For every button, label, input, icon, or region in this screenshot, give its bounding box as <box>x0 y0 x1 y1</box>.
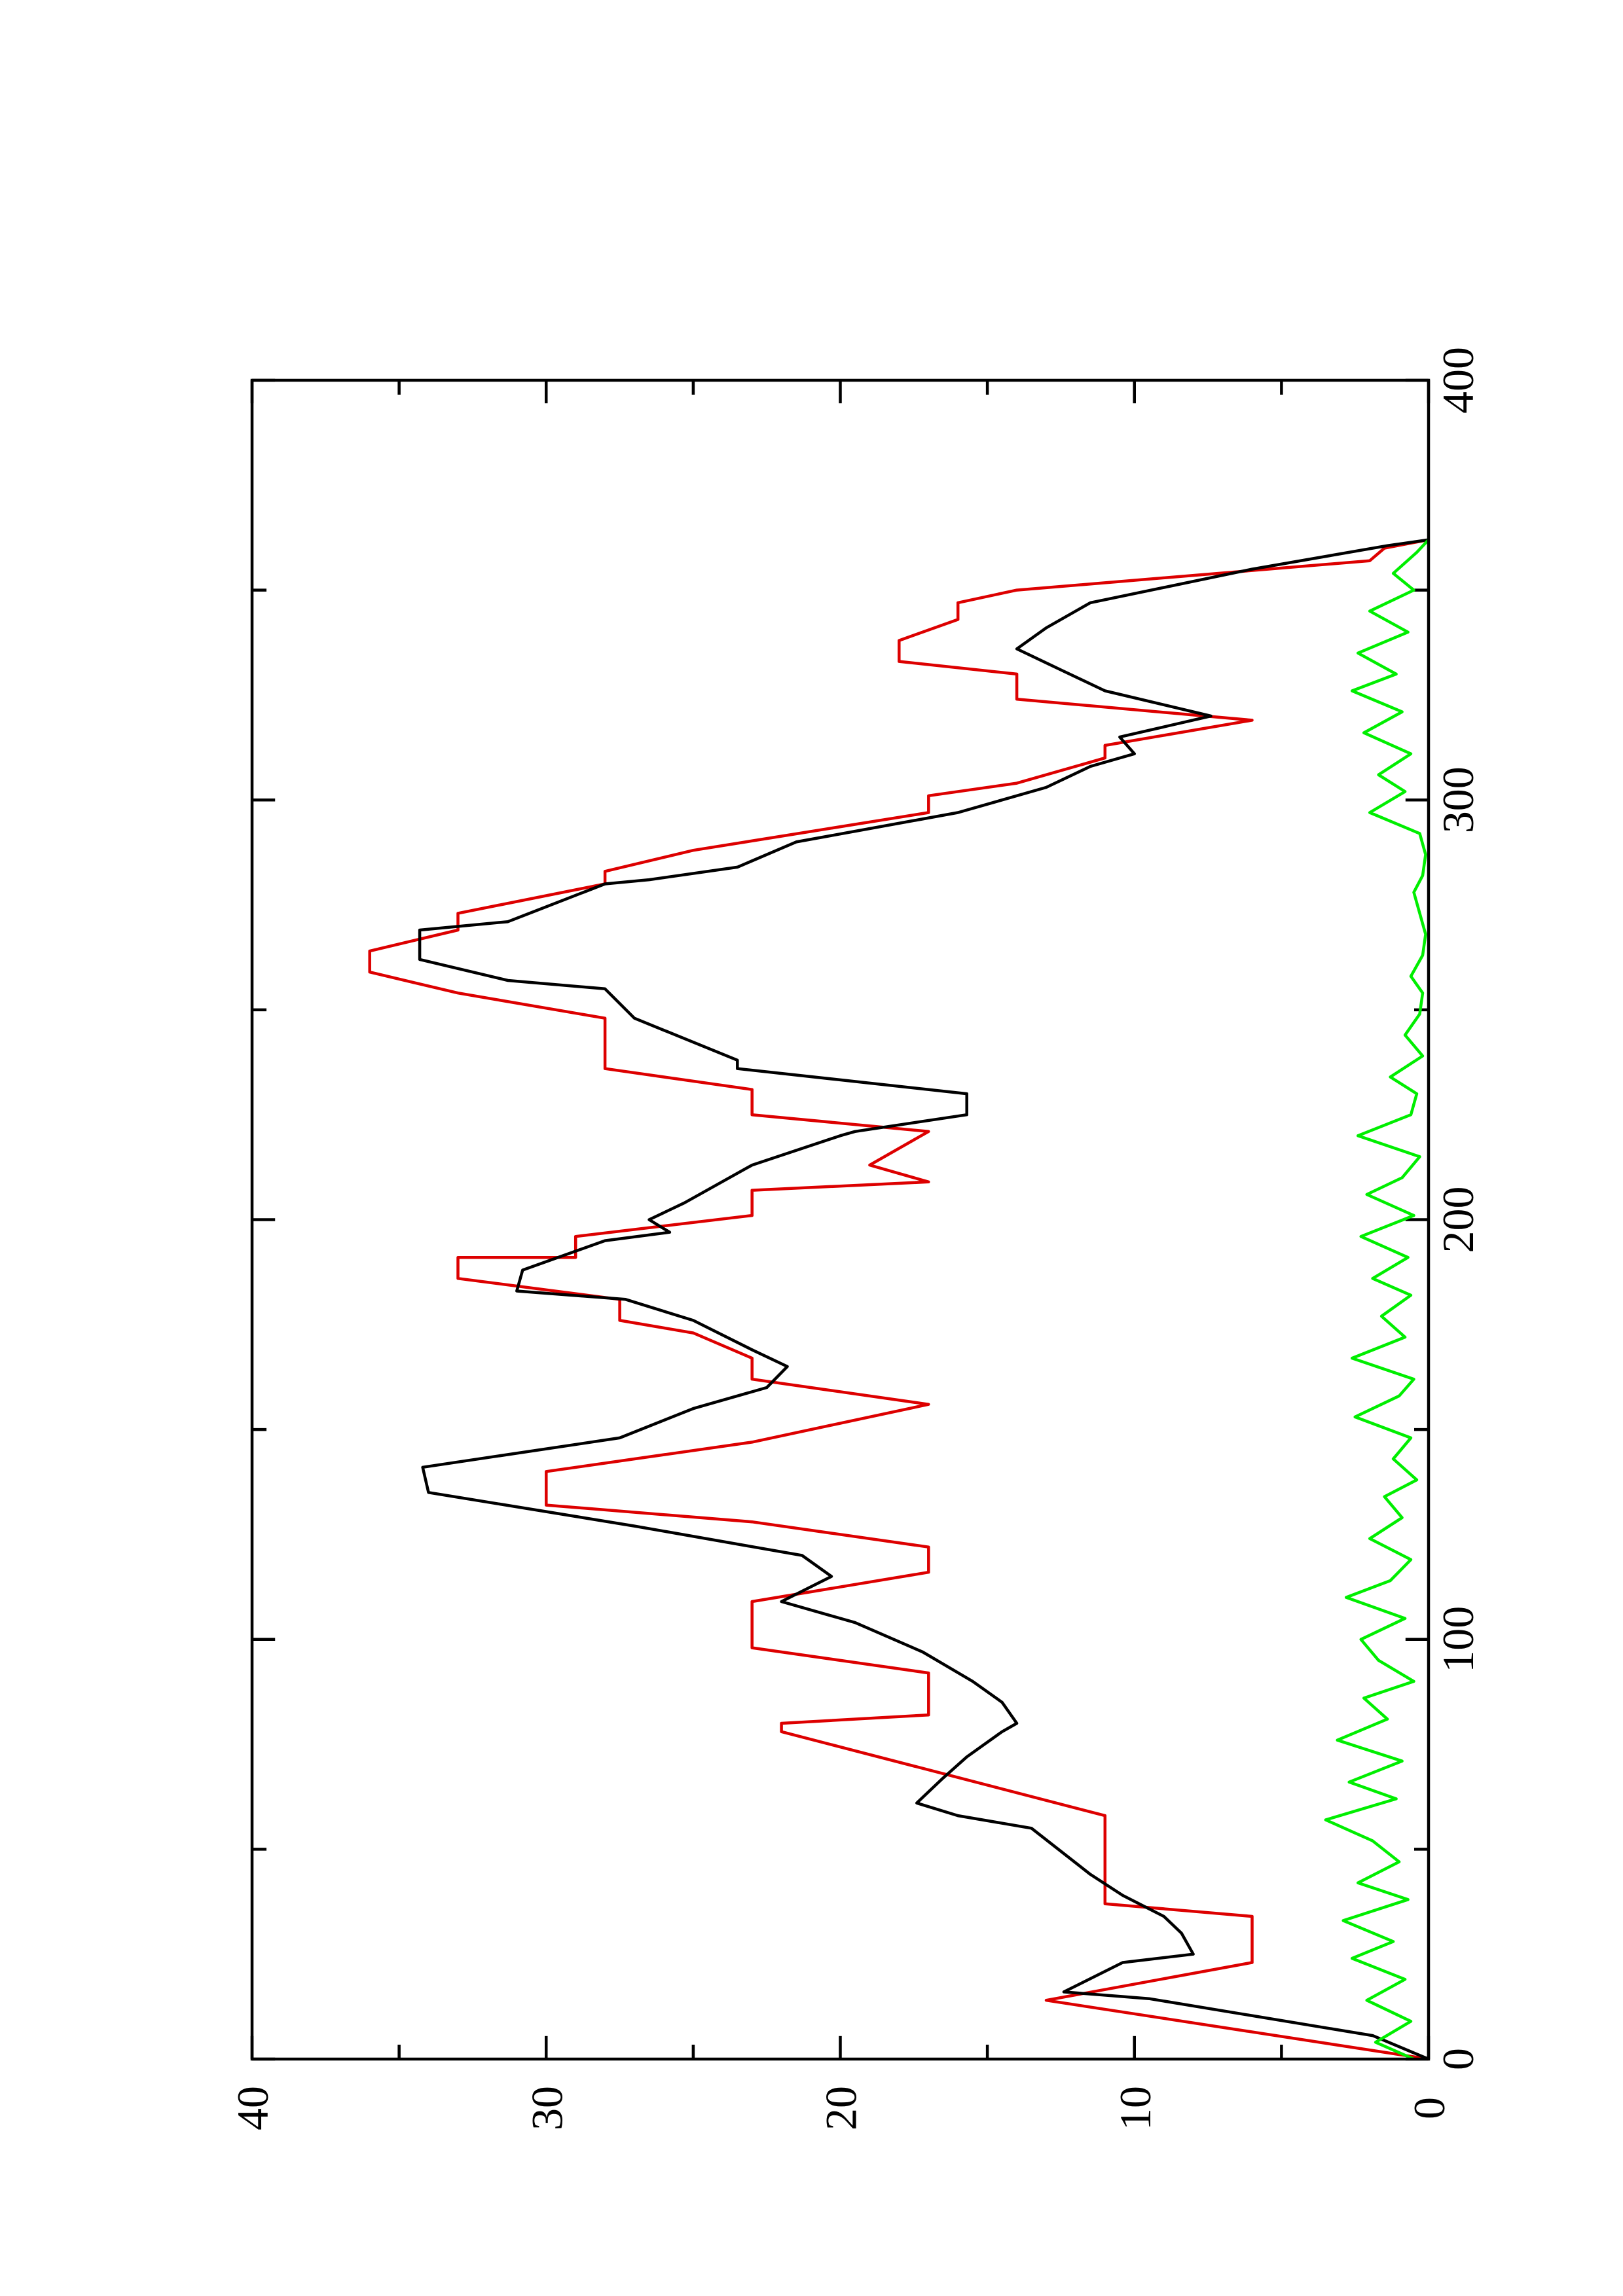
y-tick-label: 30 <box>522 2086 572 2130</box>
plot-frame <box>250 378 1431 2061</box>
y-tick-label: 40 <box>228 2086 278 2130</box>
x-tick-label: 100 <box>1433 1606 1483 1673</box>
y-tick-label: 10 <box>1110 2086 1160 2130</box>
series-line <box>368 538 1429 2061</box>
series-line <box>1324 539 1430 2061</box>
y-tick-label: 20 <box>816 2086 866 2130</box>
x-tick-label: 200 <box>1433 1187 1483 1253</box>
x-tick-label: 400 <box>1433 347 1483 414</box>
y-tick-label: 0 <box>1404 2097 1454 2119</box>
series-line <box>418 538 1429 2061</box>
x-tick-label: 300 <box>1433 766 1483 833</box>
x-tick-label: 0 <box>1433 2048 1483 2070</box>
